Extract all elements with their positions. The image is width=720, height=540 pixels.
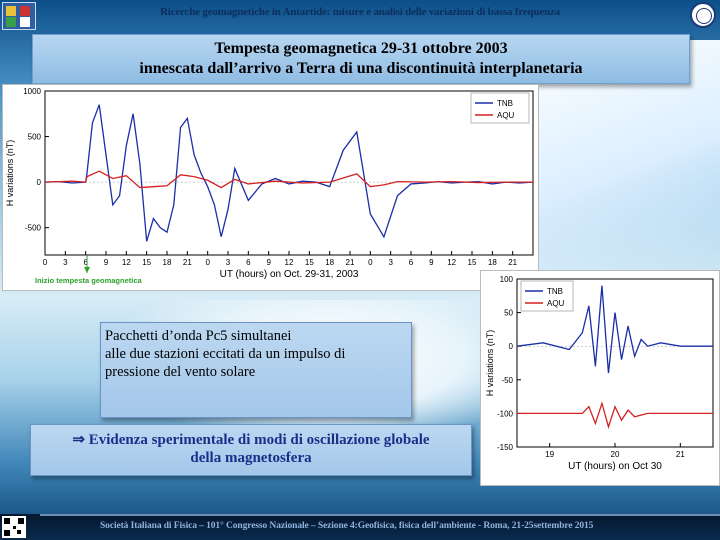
x-tick-label: 9 — [104, 258, 109, 267]
qr-code-icon — [2, 516, 26, 538]
x-tick-label: 12 — [285, 258, 294, 267]
y-tick-label: 100 — [500, 275, 514, 284]
y-axis-label: H variations (nT) — [5, 140, 15, 207]
series-tnb-line — [44, 104, 534, 242]
storm-onset-arrow-icon — [84, 267, 91, 273]
legend-box — [520, 280, 574, 312]
y-tick-label: 50 — [504, 309, 513, 318]
x-tick-label: 15 — [305, 258, 314, 267]
evidence-line2: della magnetosfera — [190, 450, 312, 466]
slide-title-line2: innescata dall’arrivo a Terra di una dis… — [139, 60, 583, 77]
x-tick-label: 9 — [266, 258, 271, 267]
evidence-line1: ⇒ Evidenza sperimentale di modi di oscil… — [72, 432, 430, 448]
evidence-box: ⇒ Evidenza sperimentale di modi di oscil… — [30, 424, 472, 476]
x-tick-label: 12 — [447, 258, 456, 267]
y-tick-label: 500 — [28, 133, 42, 142]
series-aqu-line — [44, 170, 533, 189]
pc5-description-box: Pacchetti d’onda Pc5 simultanei alle due… — [100, 322, 412, 418]
x-tick-label: 3 — [388, 258, 393, 267]
x-tick-label: 12 — [122, 258, 131, 267]
top-bar: Ricerche geomagnetiche in Antartide: mis… — [0, 0, 720, 30]
x-tick-label: 9 — [429, 258, 434, 267]
legend-label-aqu: AQU — [497, 111, 515, 120]
y-tick-label: 1000 — [23, 87, 41, 96]
y-tick-label: -50 — [501, 376, 513, 385]
pc5-chart-svg: 100 50 0 -50 -100 -150 19 20 21 UT (hours) on Oct… — [485, 275, 714, 472]
x-tick-label: 21 — [676, 450, 685, 459]
x-tick-label: 21 — [183, 258, 192, 267]
slide-title-line1: Tempesta geomagnetica 29-31 ottobre 2003 — [214, 40, 508, 57]
storm-chart-svg: 1000 500 0 -500 0 3 6 9 12 15 18 21 0 3 6 9 12 15 18 21 0 3 6 9… — [5, 87, 534, 285]
y-axis-label: H variations (nT) — [485, 330, 495, 397]
x-axis-label: UT (hours) on Oct. 29-31, 2003 — [220, 269, 359, 280]
banner-title: Ricerche geomagnetiche in Antartide: mis… — [160, 6, 560, 18]
y-tick-label: -100 — [497, 409, 514, 418]
pc5-line2: alle due stazioni eccitati da un impulso… — [105, 346, 346, 362]
legend-label-tnb: TNB — [547, 287, 563, 296]
x-tick-label: 21 — [508, 258, 517, 267]
plot-frame — [44, 90, 534, 256]
x-tick-label: 18 — [325, 258, 334, 267]
x-tick-label: 21 — [346, 258, 355, 267]
pc5-chart: 100 50 0 -50 -100 -150 19 20 21 UT (hours) on Oct… — [480, 270, 720, 486]
footer-divider — [40, 514, 720, 516]
legend-label-tnb: TNB — [497, 99, 513, 108]
x-tick-label: 20 — [611, 450, 620, 459]
storm-chart: 1000 500 0 -500 0 3 6 9 12 15 18 21 0 3 6 9 12 15 18 21 0 3 6 9… — [2, 84, 539, 291]
x-tick-label: 6 — [83, 258, 88, 267]
x-tick-label: 15 — [142, 258, 151, 267]
x-tick-label: 15 — [468, 258, 477, 267]
y-tick-label: -150 — [497, 443, 514, 452]
footer-text: Società Italiana di Fisica – 101° Congre… — [100, 521, 594, 531]
legend-label-aqu: AQU — [547, 299, 565, 308]
x-tick-label: 3 — [226, 258, 231, 267]
x-tick-label: 0 — [368, 258, 373, 267]
seal-icon — [690, 2, 716, 28]
x-tick-label: 6 — [409, 258, 414, 267]
x-tick-label: 18 — [488, 258, 497, 267]
y-tick-label: -500 — [25, 224, 42, 233]
pc5-description: Pacchetti d’onda Pc5 simultanei alle due… — [105, 327, 411, 381]
x-tick-label: 19 — [545, 450, 554, 459]
pc5-line1: Pacchetti d’onda Pc5 simultanei — [105, 328, 292, 344]
x-tick-label: 18 — [163, 258, 172, 267]
x-tick-label: 0 — [205, 258, 210, 267]
y-tick-label: 0 — [509, 342, 514, 351]
x-axis-label: UT (hours) on Oct 30 — [568, 461, 662, 472]
x-tick-label: 6 — [246, 258, 251, 267]
series-tnb-line — [516, 285, 713, 374]
pc5-line3: pressione del vento solare — [105, 364, 256, 380]
footer-bar — [0, 514, 720, 540]
y-tick-label: 0 — [37, 178, 42, 187]
storm-onset-label: Inizio tempesta geomagnetica — [35, 276, 143, 285]
x-tick-label: 3 — [63, 258, 68, 267]
slide-title-box: Tempesta geomagnetica 29-31 ottobre 2003… — [32, 34, 690, 84]
x-tick-label: 0 — [43, 258, 48, 267]
legend-box — [470, 92, 530, 124]
logo-icon — [2, 2, 36, 30]
series-aqu-line — [517, 401, 713, 430]
